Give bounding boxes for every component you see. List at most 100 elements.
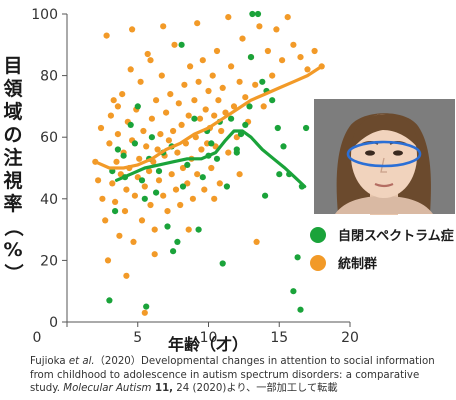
control-data-point	[151, 251, 158, 258]
asd-data-point	[259, 78, 266, 85]
asd-data-point	[143, 303, 150, 310]
asd-data-point	[174, 238, 181, 245]
control-data-point	[107, 112, 114, 119]
asd-data-point	[170, 248, 177, 255]
control-data-point	[168, 171, 175, 178]
asd-data-point	[242, 121, 249, 128]
control-data-point	[102, 217, 109, 224]
y-axis-label-char: （	[2, 217, 25, 236]
control-data-point	[253, 238, 260, 245]
legend: 自閉スペクトラム症 統制群	[310, 227, 454, 272]
y-tick-label: 0	[49, 315, 58, 331]
control-data-point	[212, 143, 219, 150]
asd-data-point	[134, 103, 141, 110]
control-data-point	[209, 72, 216, 79]
control-data-point	[164, 208, 171, 215]
control-data-point	[256, 23, 263, 30]
asd-data-point	[297, 306, 304, 313]
control-data-point	[157, 131, 164, 138]
legend-label-control: 統制群	[338, 256, 377, 272]
control-data-point	[211, 195, 218, 202]
asd-data-point	[153, 189, 160, 196]
y-axis-label-char: 領	[3, 77, 23, 100]
control-data-point	[236, 78, 243, 85]
y-axis-label-char: ）	[2, 263, 25, 282]
control-data-point	[181, 81, 188, 88]
control-data-point	[194, 171, 201, 178]
control-data-point	[225, 14, 232, 21]
control-data-point	[172, 186, 180, 193]
control-data-point	[160, 23, 167, 30]
control-data-point	[170, 127, 177, 135]
control-data-point	[218, 127, 225, 135]
asd-data-point	[208, 140, 215, 147]
citation-author: Fujioka	[30, 356, 69, 367]
control-data-point	[127, 66, 134, 73]
control-data-point	[178, 121, 185, 128]
control-trend-line	[93, 64, 324, 170]
control-data-point	[242, 94, 249, 101]
control-data-point	[129, 26, 136, 33]
legend-marker-asd	[310, 227, 326, 243]
asd-data-point	[148, 134, 155, 141]
control-data-point	[99, 195, 106, 202]
asd-data-point	[131, 140, 138, 147]
x-tick-label: 10	[200, 330, 218, 346]
x-tick-label: 20	[341, 330, 359, 346]
control-data-point	[130, 238, 137, 245]
control-data-point	[184, 180, 191, 187]
control-data-point	[160, 192, 167, 199]
y-axis-label-char: 注	[3, 146, 22, 169]
control-data-point	[191, 97, 198, 104]
control-data-point	[153, 97, 160, 104]
control-data-point	[151, 226, 158, 233]
control-data-point	[304, 66, 311, 73]
control-data-point	[141, 183, 148, 190]
trend-lines	[93, 64, 324, 189]
control-data-point	[103, 32, 110, 39]
asd-data-point	[179, 183, 187, 190]
y-axis-label-char: 視	[2, 169, 22, 192]
asd-data-point	[199, 174, 206, 181]
asd-data-point	[228, 115, 235, 122]
eye-region-ellipse	[346, 140, 422, 168]
asd-data-point	[184, 161, 191, 168]
asd-data-point	[247, 54, 255, 61]
asd-data-point	[274, 124, 281, 132]
control-data-point	[104, 257, 112, 264]
control-data-point	[199, 57, 206, 64]
control-data-point	[158, 72, 165, 79]
control-data-point	[167, 91, 174, 98]
control-data-point	[113, 158, 120, 165]
control-data-point	[147, 201, 154, 209]
citation-suffix: 24 (2020)より、一部加工して転載	[173, 383, 338, 394]
control-data-point	[194, 20, 201, 27]
y-axis-label-char: 域	[3, 100, 22, 123]
control-data-point	[252, 81, 259, 88]
asd-data-point	[164, 223, 171, 230]
y-axis-label-char: %	[3, 239, 22, 261]
asd-data-point	[112, 208, 119, 215]
y-tick-label: 20	[40, 253, 58, 269]
control-data-point	[273, 26, 280, 33]
control-data-point	[137, 78, 144, 85]
control-data-point	[131, 192, 138, 199]
asd-data-point	[262, 192, 269, 199]
control-data-point	[269, 72, 276, 79]
control-data-point	[147, 57, 154, 64]
control-data-point	[297, 54, 304, 61]
control-data-point	[225, 149, 232, 156]
control-data-point	[119, 91, 126, 98]
control-data-point	[143, 143, 150, 150]
asd-data-point	[269, 97, 276, 104]
control-data-point	[195, 78, 202, 85]
citation-etal: et al.	[68, 356, 95, 367]
control-data-point	[185, 112, 192, 119]
asd-data-point	[254, 10, 262, 18]
control-data-point	[177, 201, 184, 209]
control-data-point	[264, 47, 271, 55]
control-data-point	[123, 186, 130, 193]
control-data-point	[136, 155, 143, 162]
asd-data-point	[127, 121, 134, 128]
